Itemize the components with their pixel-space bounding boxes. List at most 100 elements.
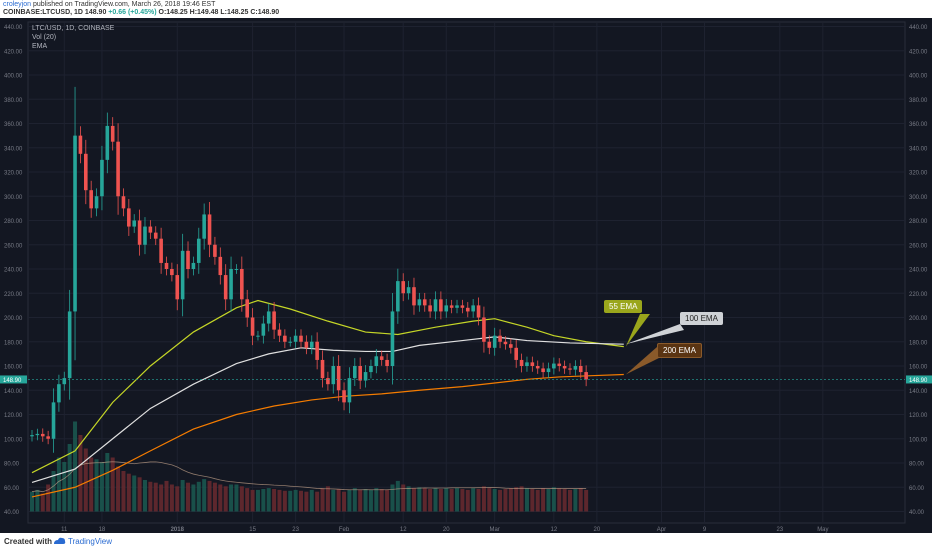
y-tick-left: 120.00 — [4, 413, 23, 419]
volume-bar — [498, 489, 503, 512]
y-tick-left: 340.00 — [4, 146, 23, 152]
volume-bar — [417, 487, 422, 512]
price-chart[interactable]: 440.00 440.00 420.00 420.00 400.00 400.00 380.… — [0, 18, 932, 533]
candle-body — [492, 335, 497, 348]
candle-body — [412, 287, 416, 306]
candle-body — [234, 269, 239, 270]
x-tick-label: Mar — [490, 527, 500, 533]
legend-symbol: LTC/USD, 1D, COINBASE — [32, 25, 115, 32]
volume-bar — [551, 487, 556, 512]
candle-body — [191, 262, 196, 269]
ema200-callout: 200 EMA — [657, 343, 702, 358]
candle-body — [89, 190, 93, 209]
candle-body — [584, 372, 588, 380]
volume-bar — [212, 482, 217, 512]
y-tick-left: 360.00 — [4, 122, 23, 128]
volume-bar — [169, 484, 174, 512]
volume-bar — [180, 480, 185, 512]
candle-body — [218, 256, 223, 276]
candle-body — [455, 305, 459, 308]
volume-bar — [578, 488, 583, 512]
y-tick-left: 160.00 — [4, 365, 23, 371]
y-tick-right: 220.00 — [909, 292, 928, 298]
y-tick-left: 100.00 — [4, 437, 23, 443]
candle-body — [35, 433, 40, 436]
candle-body — [159, 238, 163, 263]
candle-body — [299, 335, 303, 342]
volume-bar — [255, 489, 260, 512]
volume-bar — [191, 484, 196, 512]
candle-body — [422, 299, 427, 306]
volume-bar — [51, 471, 56, 512]
candle-body — [240, 269, 244, 300]
candle-body — [164, 262, 169, 269]
y-tick-right: 260.00 — [909, 243, 928, 249]
last-price-label-right: 148.90 — [909, 378, 928, 384]
y-tick-right: 400.00 — [909, 74, 928, 80]
volume-bar — [309, 489, 314, 512]
volume-ma-line — [31, 461, 587, 493]
x-tick-label: 12 — [400, 527, 407, 533]
candle-body — [358, 366, 362, 381]
candle-body — [73, 135, 77, 312]
candle-body — [170, 269, 174, 276]
candle-body — [460, 305, 465, 308]
y-tick-right: 80.00 — [909, 462, 925, 468]
volume-bar — [433, 488, 438, 512]
y-tick-left: 180.00 — [4, 340, 23, 346]
candle-body — [568, 368, 572, 370]
x-tick-label: 9 — [703, 527, 707, 533]
volume-bar — [476, 489, 481, 512]
volume-bar — [568, 489, 572, 512]
candle-body — [369, 366, 373, 373]
volume-bar — [315, 491, 320, 512]
candle-body — [525, 362, 529, 366]
volume-bar — [342, 491, 347, 512]
volume-bar — [460, 489, 465, 512]
chart-area[interactable]: 440.00 440.00 420.00 420.00 400.00 400.00 380.… — [0, 18, 932, 533]
candle-body — [498, 335, 502, 342]
volume-bar — [83, 448, 88, 512]
volume-bar — [67, 444, 72, 512]
candle-body — [444, 305, 449, 312]
candle-body — [202, 214, 206, 239]
volume-bar — [508, 488, 513, 512]
volume-bar — [331, 489, 336, 512]
volume-bar — [116, 466, 121, 512]
chart-legend: LTC/USD, 1D, COINBASE Vol (20) EMA — [32, 24, 114, 51]
volume-bar — [573, 489, 578, 512]
tradingview-link[interactable]: TradingView — [68, 537, 113, 546]
volume-bar — [40, 493, 45, 512]
candle-body — [326, 378, 330, 385]
candle-body — [353, 366, 357, 379]
volume-bar — [385, 489, 390, 512]
candle-body — [519, 359, 524, 366]
y-tick-right: 40.00 — [909, 510, 925, 516]
volume-bar — [110, 457, 115, 512]
candle-body — [428, 305, 432, 312]
candle-body — [562, 366, 567, 369]
candle-body — [406, 287, 411, 294]
volume-bar — [277, 489, 282, 512]
candle-body — [137, 220, 142, 245]
volume-bar — [325, 486, 330, 512]
candle-body — [578, 366, 583, 373]
ema200-pointer — [625, 347, 661, 375]
candle-body — [514, 347, 518, 360]
volume-bar — [492, 489, 497, 512]
price-change: +0.66 (+0.45%) — [108, 9, 157, 16]
candle-body — [379, 356, 384, 360]
legend-vol: Vol (20) — [32, 34, 57, 41]
volume-bar — [62, 462, 67, 512]
candle-body — [390, 311, 395, 366]
y-tick-left: 440.00 — [4, 25, 23, 31]
y-tick-right: 420.00 — [909, 49, 928, 55]
published-text: published on TradingView.com, March 26, … — [32, 1, 216, 8]
volume-bar — [229, 484, 234, 512]
author-link[interactable]: croleyjon — [3, 1, 32, 8]
volume-bar — [46, 484, 51, 512]
candle-body — [482, 317, 486, 342]
volume-bar — [514, 487, 519, 512]
volume-bar — [234, 484, 239, 512]
candle-body — [396, 281, 400, 312]
